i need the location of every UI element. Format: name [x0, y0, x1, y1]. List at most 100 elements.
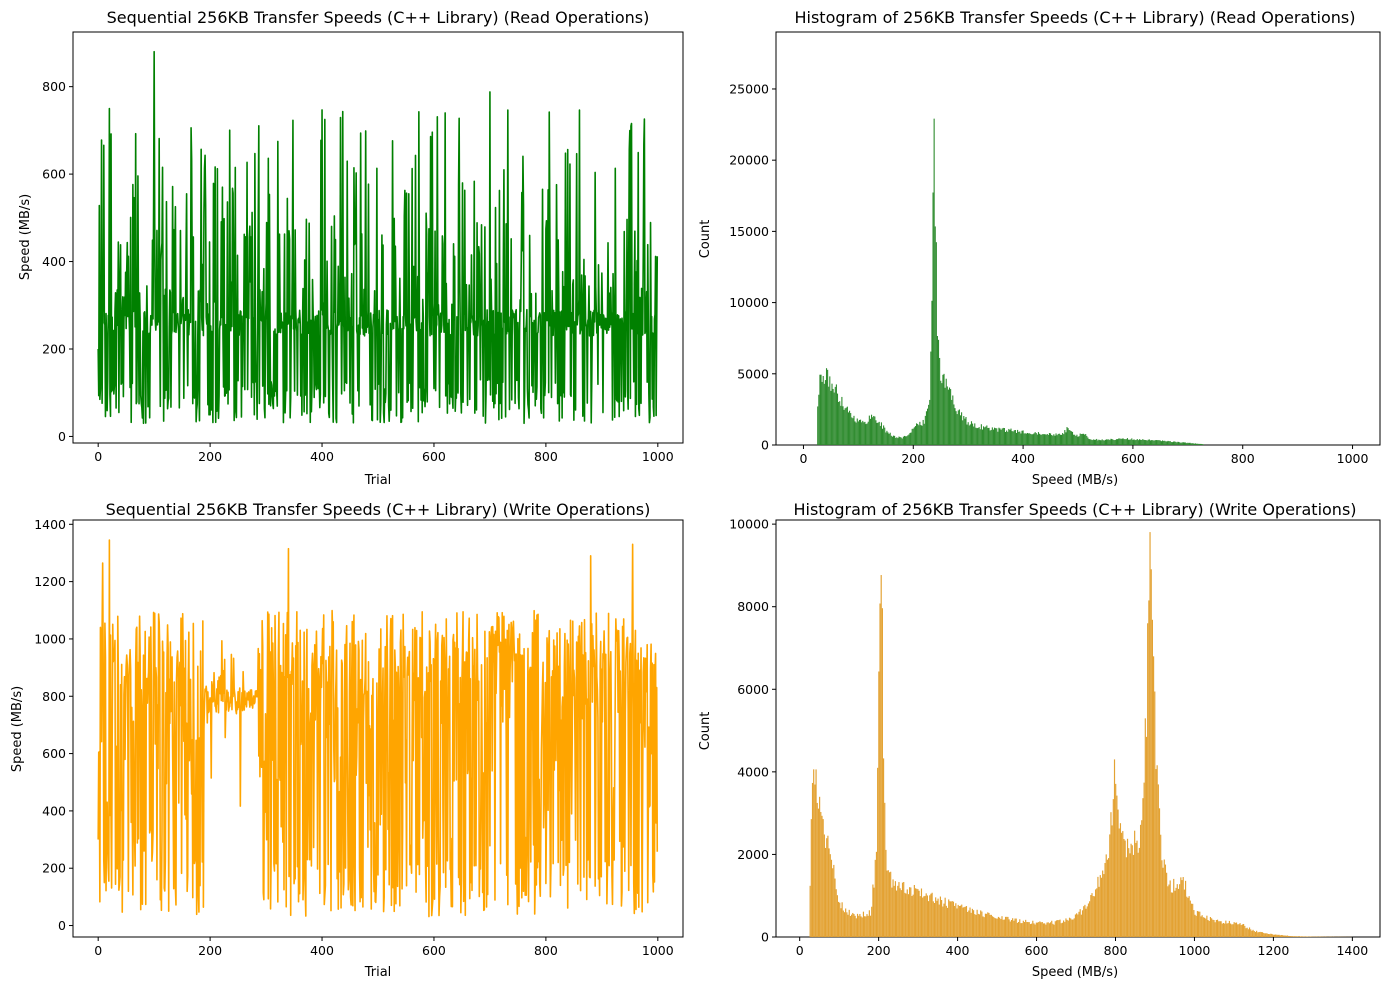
y-tick-label: 200 [42, 341, 66, 356]
histogram-bar [836, 895, 838, 937]
histogram-bar [964, 418, 966, 445]
histogram-bar [1207, 920, 1209, 937]
histogram-bar [1191, 443, 1193, 445]
histogram-bar [847, 914, 849, 937]
histogram-bar [1004, 916, 1007, 937]
histogram-bar [1185, 442, 1187, 445]
histogram-bar [881, 608, 883, 937]
histogram-bar [930, 351, 932, 445]
histogram-bar [1158, 808, 1161, 937]
histogram-bar [1019, 431, 1021, 445]
histogram-bar [931, 892, 933, 937]
x-tick-label: 200 [198, 449, 222, 464]
histogram-bar [1081, 910, 1084, 937]
histogram-bar [967, 422, 969, 445]
histogram-bar [1286, 935, 1289, 937]
histogram-bar [1221, 923, 1223, 937]
histogram-bar [1124, 439, 1126, 445]
histogram-bar [984, 427, 986, 445]
histogram-bar [980, 424, 982, 445]
histogram-bar [868, 415, 870, 445]
histogram-bar [1021, 430, 1023, 445]
histogram-bar [1063, 434, 1065, 445]
histogram-bar [1134, 440, 1136, 445]
histogram-bar [914, 888, 917, 937]
histogram-bar [1017, 921, 1020, 937]
histogram-bar [1298, 936, 1300, 937]
histogram-bar [1089, 901, 1091, 937]
histogram-bar [916, 423, 918, 445]
histogram-bar [1164, 864, 1167, 937]
histogram-bar [878, 671, 880, 937]
histogram-bar [1046, 433, 1048, 445]
histogram-bar [891, 887, 893, 937]
histogram-bar [1198, 911, 1200, 937]
histogram-bar [1074, 434, 1076, 445]
histogram-bar [950, 389, 952, 445]
histogram-bar [986, 913, 988, 937]
histogram-bar [1055, 920, 1058, 937]
y-tick-label: 0 [761, 930, 769, 945]
histogram-bar [1080, 914, 1082, 937]
histogram-bar [869, 418, 871, 445]
histogram-bar [888, 872, 891, 937]
histogram-bar [1032, 434, 1034, 445]
histogram-bar [906, 889, 908, 937]
histogram-bar [1006, 916, 1008, 937]
histogram-bar [1098, 886, 1100, 937]
histogram-bar [877, 767, 879, 937]
histogram-bar [1155, 440, 1157, 445]
y-tick-label: 800 [42, 79, 66, 94]
x-tick-label: 400 [310, 943, 334, 958]
histogram-bar [928, 404, 930, 445]
histogram-bar [1269, 934, 1271, 937]
histogram-bar [1093, 896, 1095, 937]
histogram-bar [883, 425, 885, 445]
histogram-bar [1085, 434, 1087, 445]
histogram-bar [1033, 923, 1035, 937]
plot-frame-2 [72, 519, 684, 938]
histogram-bar [1168, 441, 1170, 445]
histogram-bar [925, 411, 927, 445]
histogram-bar [1161, 860, 1163, 937]
histogram-bar [979, 429, 981, 445]
histogram-bar [1091, 440, 1093, 445]
histogram-bar [1015, 918, 1017, 937]
histogram-bar [1097, 876, 1099, 937]
histogram-bar [1013, 920, 1015, 937]
histogram-bar [907, 435, 909, 445]
histogram-bar [957, 410, 959, 445]
read-hist-ylabel: Count [698, 220, 713, 259]
histogram-bar [914, 426, 917, 445]
histogram-bar [885, 849, 887, 937]
histogram-bar [828, 848, 830, 937]
histogram-bar [1211, 918, 1213, 937]
histogram-bar [1282, 935, 1284, 937]
histogram-bar [1039, 433, 1041, 445]
histogram-bar [920, 425, 922, 445]
histogram-bar [1276, 934, 1278, 937]
histogram-bar [1047, 922, 1049, 937]
x-tick-label: 0 [94, 943, 102, 958]
histogram-bar [1169, 880, 1171, 937]
histogram-bar [1261, 932, 1264, 937]
histogram-bar [1176, 442, 1178, 445]
histogram-bar [1034, 432, 1036, 445]
histogram-bar [1077, 914, 1079, 937]
histogram-bar [1289, 936, 1291, 937]
histogram-bar [1256, 930, 1258, 937]
histogram-bar [947, 389, 949, 445]
histogram-bar [956, 908, 958, 937]
histogram-bar [1038, 922, 1040, 937]
histogram-bar [1233, 922, 1235, 937]
histogram-bar [1137, 440, 1139, 445]
histogram-bar [1180, 442, 1182, 445]
histogram-bar [1141, 439, 1143, 445]
histogram-bar [1158, 440, 1160, 445]
histogram-bar [993, 917, 995, 937]
histogram-bar [1073, 918, 1075, 937]
histogram-bar [1033, 433, 1035, 445]
histogram-bar [1081, 433, 1083, 445]
histogram-bar [935, 897, 937, 937]
histogram-bar [997, 916, 1000, 937]
